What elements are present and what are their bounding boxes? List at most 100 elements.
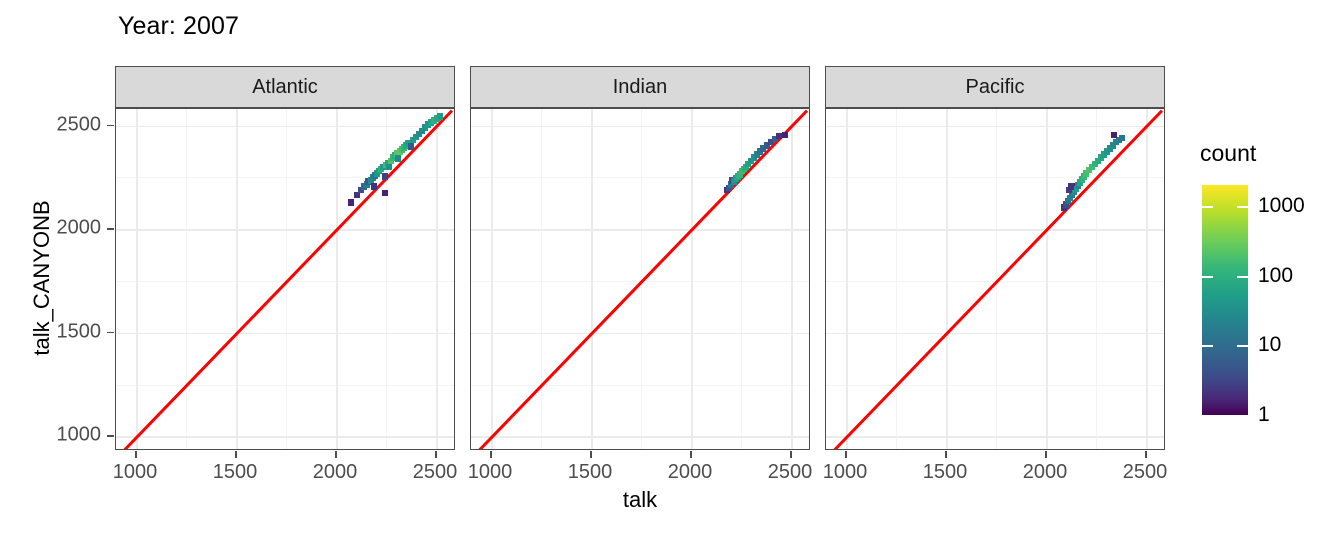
- y-tick-label: 2500: [56, 113, 102, 136]
- gridline-major-x: [591, 109, 593, 449]
- data-bin: [381, 189, 389, 197]
- gridline-major-y: [471, 125, 809, 128]
- gridline-major-y: [826, 436, 1164, 439]
- x-tick-label: 2500: [412, 461, 458, 483]
- data-bin: [394, 155, 402, 162]
- gridline-minor-y: [116, 384, 454, 386]
- x-tick-mark: [590, 451, 592, 458]
- x-tick-label: 1500: [212, 461, 258, 483]
- data-bin: [781, 131, 789, 139]
- gridline-minor-y: [116, 177, 454, 179]
- gridline-major-y: [471, 436, 809, 439]
- page-title: Year: 2007: [118, 12, 240, 40]
- facet-strip-label: Atlantic: [252, 75, 318, 98]
- y-axis-title: talk_CANYONB: [29, 200, 54, 356]
- gridline-major-x: [491, 109, 493, 449]
- data-bin: [407, 143, 415, 150]
- legend-tick-mark: [1237, 415, 1248, 417]
- legend-tick-mark: [1237, 205, 1248, 208]
- facet-strip-atlantic: Atlantic: [115, 66, 455, 108]
- gridline-major-y: [471, 229, 809, 231]
- x-tick-mark: [235, 451, 237, 458]
- gridline-minor-x: [186, 109, 187, 449]
- gridline-major-y: [826, 125, 1164, 128]
- gridline-major-x: [846, 109, 848, 449]
- data-bin: [759, 145, 767, 152]
- gridline-major-x: [691, 109, 693, 449]
- data-bin: [1110, 131, 1118, 139]
- gridline-major-x: [791, 109, 793, 449]
- legend-tick-label: 10: [1258, 333, 1282, 357]
- gridline-minor-x: [896, 109, 897, 449]
- x-tick-label: 1000: [467, 461, 513, 483]
- y-tick-mark: [107, 435, 114, 438]
- x-tick-mark: [690, 451, 692, 458]
- x-tick-mark: [490, 451, 492, 458]
- legend-tick-label: 1000: [1258, 193, 1305, 217]
- gridline-minor-x: [741, 109, 742, 449]
- gridline-minor-y: [471, 384, 809, 386]
- data-bin: [353, 191, 361, 199]
- gridline-major-x: [236, 109, 238, 449]
- data-bin: [370, 183, 378, 190]
- x-tick-label: 1000: [822, 461, 868, 483]
- y-tick-label: 1000: [56, 423, 102, 446]
- plot-area: [470, 108, 810, 450]
- x-tick-label: 2500: [1122, 461, 1168, 483]
- x-axis-title: talk: [622, 487, 658, 512]
- legend-tick-mark: [1202, 415, 1213, 417]
- y-tick-mark: [107, 124, 114, 127]
- gridline-major-y: [471, 332, 809, 335]
- legend-colorbar: [1202, 185, 1248, 415]
- data-bin: [381, 173, 389, 180]
- facet-strip-label: Indian: [612, 75, 668, 98]
- x-tick-label: 1500: [567, 461, 613, 483]
- x-tick-mark: [435, 451, 437, 458]
- data-bin: [767, 138, 775, 146]
- x-tick-label: 2500: [767, 461, 813, 483]
- gridline-major-x: [1046, 109, 1048, 449]
- x-tick-label: 2000: [312, 461, 358, 483]
- gridline-major-y: [116, 229, 454, 231]
- legend-tick-label: 100: [1258, 263, 1294, 287]
- x-tick-label: 2000: [1022, 461, 1068, 483]
- gridline-major-x: [336, 109, 338, 449]
- x-tick-mark: [845, 451, 847, 458]
- gridline-major-y: [826, 229, 1164, 231]
- legend-tick-mark: [1237, 345, 1248, 348]
- x-tick-label: 1000: [112, 461, 158, 483]
- x-tick-mark: [1045, 451, 1047, 458]
- gridline-major-x: [136, 109, 138, 449]
- data-bin: [775, 132, 783, 140]
- legend-tick-mark: [1202, 345, 1213, 348]
- x-tick-mark: [945, 451, 947, 458]
- data-bin: [763, 142, 771, 149]
- gridline-major-y: [116, 125, 454, 128]
- data-bin: [1118, 134, 1126, 142]
- gridline-major-x: [946, 109, 948, 449]
- gridline-minor-x: [541, 109, 542, 449]
- legend-title: count: [1200, 140, 1257, 166]
- x-tick-label: 2000: [667, 461, 713, 483]
- gridline-minor-x: [386, 109, 387, 449]
- x-tick-mark: [790, 451, 792, 458]
- gridline-major-y: [116, 436, 454, 439]
- data-bin: [1067, 183, 1075, 190]
- y-tick-mark: [107, 228, 114, 230]
- gridline-major-x: [1146, 109, 1148, 449]
- gridline-minor-x: [1096, 109, 1097, 449]
- data-bin: [771, 135, 779, 143]
- legend-tick-mark: [1237, 275, 1248, 278]
- y-tick-label: 2000: [56, 216, 102, 239]
- gridline-major-x: [436, 109, 438, 449]
- y-tick-label: 1500: [56, 320, 102, 343]
- legend-tick-mark: [1202, 205, 1213, 208]
- legend-tick-mark: [1202, 275, 1213, 278]
- facet-strip-pacific: Pacific: [825, 66, 1165, 108]
- x-tick-label: 1500: [922, 461, 968, 483]
- data-bin: [436, 113, 444, 120]
- data-bin: [385, 163, 393, 171]
- y-tick-mark: [107, 331, 114, 334]
- gridline-minor-y: [471, 177, 809, 179]
